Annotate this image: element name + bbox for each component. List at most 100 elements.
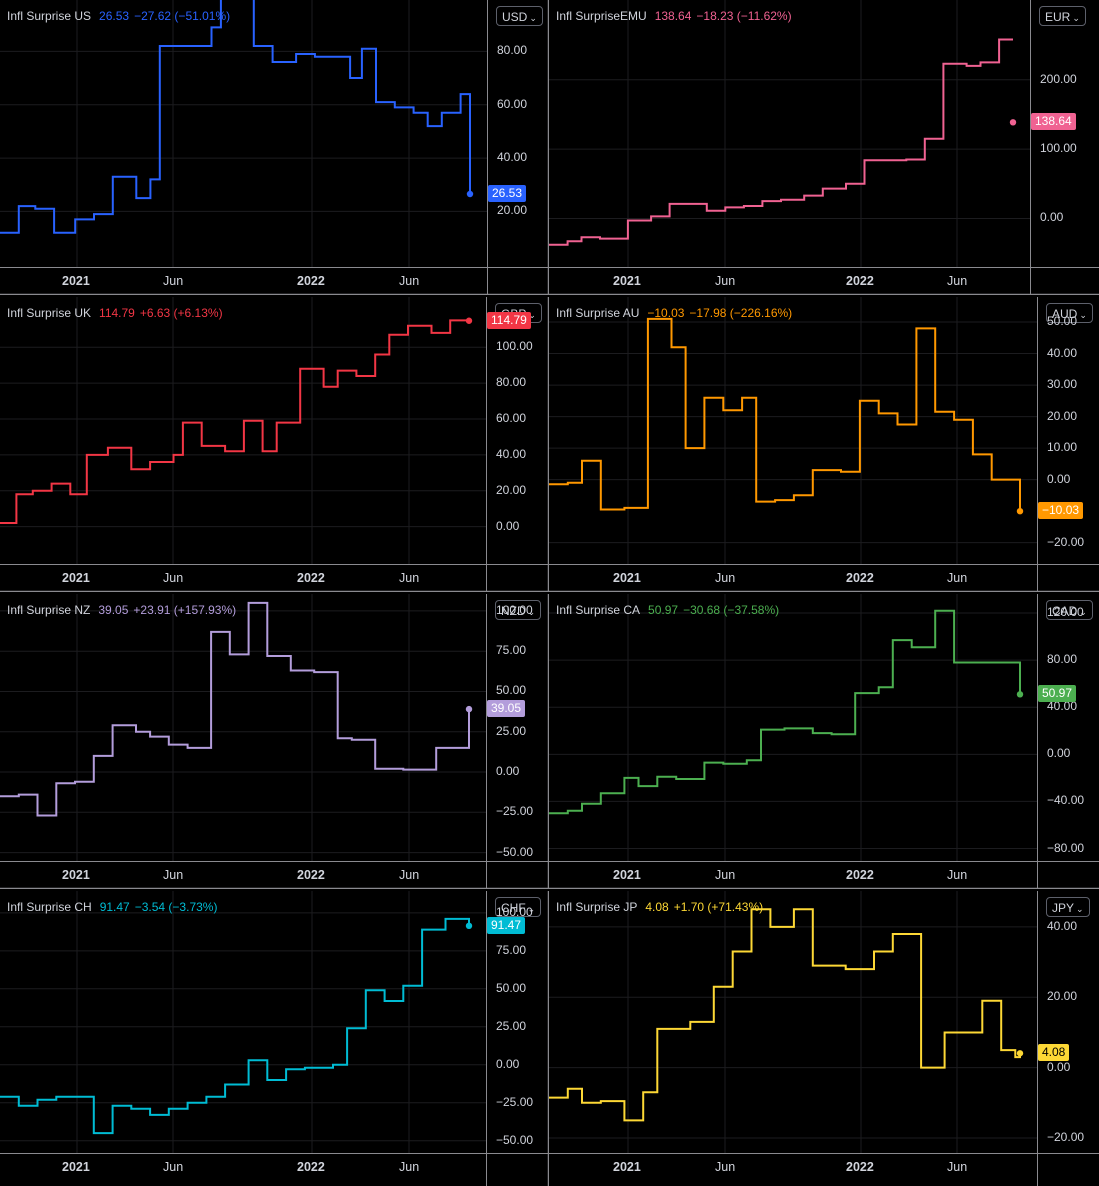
x-axis-month-label: Jun [399,274,420,288]
series-line[interactable] [549,908,1021,1122]
x-axis-month-label: Jun [163,1160,184,1174]
gridlines [549,0,1030,267]
y-axis-tick: 100.00 [1040,141,1077,156]
chart-canvas[interactable] [549,891,1099,1186]
y-axis-tick: 0.00 [1047,471,1071,486]
y-axis-tick: 40.00 [496,446,527,461]
y-axis-tick: −25.00 [496,1094,534,1109]
x-axis-month-label: Jun [163,571,184,585]
y-axis-tick: 40.00 [497,150,528,165]
chart-canvas[interactable] [0,891,549,1186]
series-legend: Infl Surprise CH 91.47 −3.54 (−3.73%) [7,900,217,914]
series-line[interactable] [0,601,470,817]
currency-dropdown[interactable]: JPY ⌄ [1046,897,1090,917]
gridlines [549,594,1037,861]
chart-canvas[interactable] [0,0,549,295]
y-axis-tick: 40.00 [1047,699,1078,714]
y-axis-tick: 40.00 [1047,345,1078,360]
currency-label: EUR [1045,10,1071,24]
y-axis-tick: 75.00 [496,942,527,957]
last-value-dot [465,922,473,930]
currency-dropdown[interactable]: CAD ⌄ [1046,600,1093,620]
currency-label: NZD [501,604,526,618]
last-value-dot [1016,691,1024,698]
y-axis-tick: 60.00 [497,96,528,111]
gridlines [549,297,1037,564]
y-axis-tick: 0.00 [1040,210,1064,225]
x-axis-year-label: 2021 [613,868,641,882]
y-axis-tick: 0.00 [496,1056,520,1071]
y-axis-tick: 30.00 [1047,377,1078,392]
currency-label: CHF [501,901,526,915]
last-value-dot [1016,507,1024,515]
currency-dropdown[interactable]: USD ⌄ [496,6,543,26]
y-axis-tick: 60.00 [496,411,527,425]
series-value: 26.53 [99,9,130,23]
y-axis-tick: 0.00 [496,518,520,533]
y-axis-tick: 20.00 [497,203,528,218]
chart-canvas[interactable] [0,594,549,889]
currency-dropdown[interactable]: CHF ⌄ [495,897,542,917]
series-line[interactable] [0,917,470,1135]
x-axis-month-label: Jun [947,1160,968,1174]
y-axis-tick: 50.00 [496,683,527,698]
y-axis-tick: 40.00 [1047,918,1078,933]
chart-panel-nzd: Infl Surprise NZ 39.05 +23.91 (+157.93%) NZ… [0,594,549,889]
y-axis-tick: −25.00 [496,804,534,819]
y-axis-tick: −50.00 [496,844,534,859]
series-value: −10.03 [647,306,685,320]
last-value-badge: 50.97 [1038,685,1077,703]
x-axis-month-label: Jun [947,274,968,288]
y-axis-tick: −50.00 [496,1132,534,1147]
x-axis-month-label: Jun [947,868,968,882]
y-axis-tick: 25.00 [496,723,527,738]
last-value-badge: 4.08 [1038,1044,1070,1062]
series-change: +23.91 (+157.93%) [133,603,237,617]
currency-dropdown[interactable]: NZD ⌄ [495,600,542,620]
chart-panel-jpy: Infl Surprise JP 4.08 +1.70 (+71.43%) JPY ⌄ 4… [549,891,1099,1186]
series-line[interactable] [0,319,470,524]
series-line[interactable] [549,609,1021,815]
series-legend: Infl Surprise JP 4.08 +1.70 (+71.43%) [556,900,763,914]
series-change: −3.54 (−3.73%) [134,900,218,914]
series-name: Infl Surprise JP [556,900,638,914]
currency-dropdown[interactable]: EUR ⌄ [1039,6,1086,26]
x-axis-year-label: 2022 [297,274,325,288]
chart-canvas[interactable] [549,594,1099,889]
chart-canvas[interactable] [549,297,1099,592]
y-axis-tick: −20.00 [1047,534,1085,549]
series-name: Infl SurpriseEMU [556,9,647,23]
gridlines [0,0,487,267]
x-axis-month-label: Jun [947,571,968,585]
chart-canvas[interactable] [549,0,1099,295]
chart-canvas[interactable] [0,297,549,592]
currency-label: AUD [1052,307,1078,321]
last-value-dot [465,317,473,324]
chevron-down-icon: ⌄ [1072,13,1080,23]
y-axis-tick: 10.00 [1047,440,1078,455]
series-name: Infl Surprise UK [7,306,92,320]
series-name: Infl Surprise US [7,9,92,23]
series-change: +6.63 (+6.13%) [139,306,223,320]
series-legend: Infl Surprise AU −10.03 −17.98 (−226.16%) [556,306,792,320]
y-axis-tick: 80.00 [1047,652,1078,667]
series-line[interactable] [0,0,471,234]
currency-dropdown[interactable]: AUD ⌄ [1046,303,1093,323]
x-axis-year-label: 2022 [846,571,874,585]
series-value: 4.08 [645,900,669,914]
x-axis-month-label: Jun [399,868,420,882]
y-axis-tick: 75.00 [496,643,527,658]
y-axis-tick: 50.00 [496,980,527,995]
x-axis-year-label: 2022 [297,1160,325,1174]
last-value-dot [466,190,474,198]
chart-panel-cad: Infl Surprise CA 50.97 −30.68 (−37.58%) CAD… [549,594,1099,889]
y-axis-tick: 100.00 [496,339,533,354]
series-change: +1.70 (+71.43%) [673,900,764,914]
series-line[interactable] [549,38,1013,246]
chevron-down-icon: ⌄ [527,904,536,914]
series-line[interactable] [549,317,1021,512]
x-axis-year-label: 2021 [613,274,641,288]
series-legend: Infl Surprise NZ 39.05 +23.91 (+157.93%) [7,603,236,617]
